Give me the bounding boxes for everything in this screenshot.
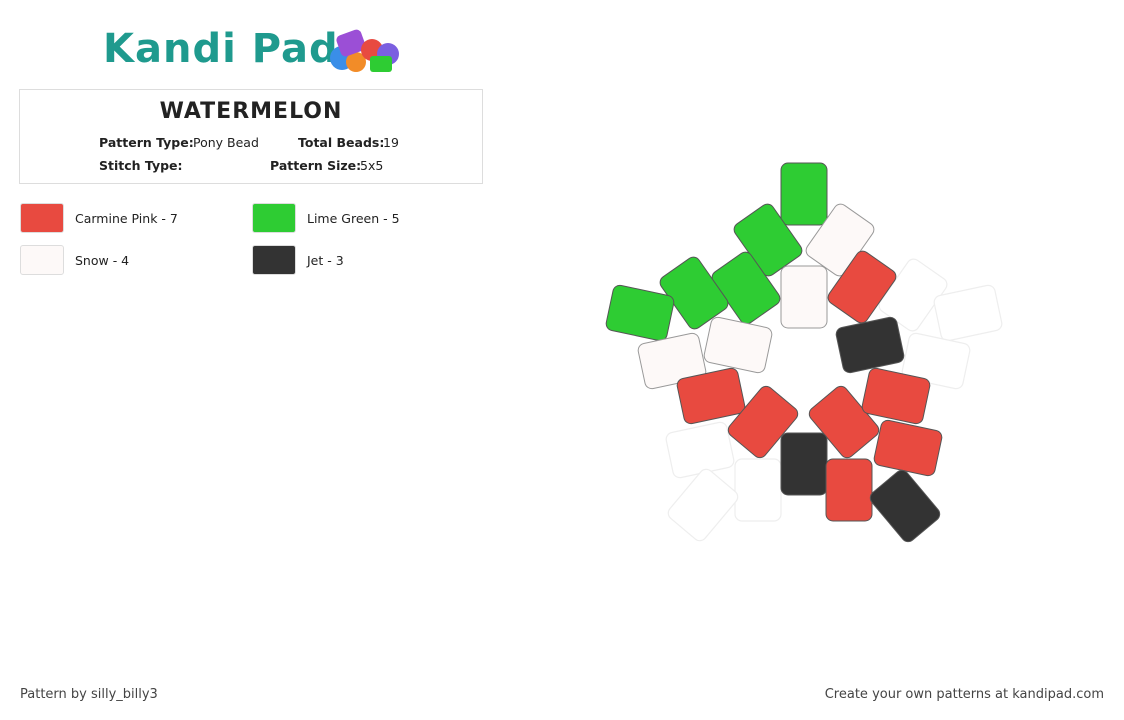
legend-label: Snow - 4 (75, 253, 130, 268)
beads (605, 162, 943, 543)
swatch (252, 245, 296, 275)
legend-label: Jet - 3 (307, 253, 344, 268)
value: 19 (383, 135, 399, 150)
value: 5x5 (360, 158, 384, 173)
logo-icon (330, 29, 399, 72)
bead (861, 367, 931, 425)
legend-label: Carmine Pink - 7 (75, 211, 178, 226)
legend-label: Lime Green - 5 (307, 211, 400, 226)
swatch (252, 203, 296, 233)
bead (827, 250, 897, 324)
bead (659, 256, 729, 330)
bead (835, 316, 905, 374)
logo-text[interactable]: Kandi Pad (103, 26, 339, 72)
bead (780, 162, 828, 226)
bead (873, 419, 943, 477)
value: Pony Bead (193, 135, 259, 150)
credit: Pattern by silly_billy3 (20, 687, 158, 702)
pattern-title: WATERMELON (159, 99, 343, 124)
bead (727, 385, 799, 459)
label: Total Beads: (298, 135, 385, 150)
label: Pattern Size: (270, 158, 362, 173)
bead (869, 469, 941, 543)
pattern-card (19, 89, 483, 184)
logo[interactable]: Kandi Pad (103, 26, 339, 72)
bead (780, 432, 828, 496)
bead (605, 284, 675, 342)
promo[interactable]: Create your own patterns at kandipad.com (824, 687, 1104, 702)
swatch (20, 245, 64, 275)
swatch (20, 203, 64, 233)
bead (780, 265, 828, 329)
bead (703, 316, 773, 374)
label: Pattern Type: (99, 135, 194, 150)
bead (825, 458, 873, 522)
bead (676, 367, 746, 425)
ghost-beads (665, 258, 1003, 542)
bead (637, 332, 707, 390)
label: Stitch Type: (99, 158, 183, 173)
